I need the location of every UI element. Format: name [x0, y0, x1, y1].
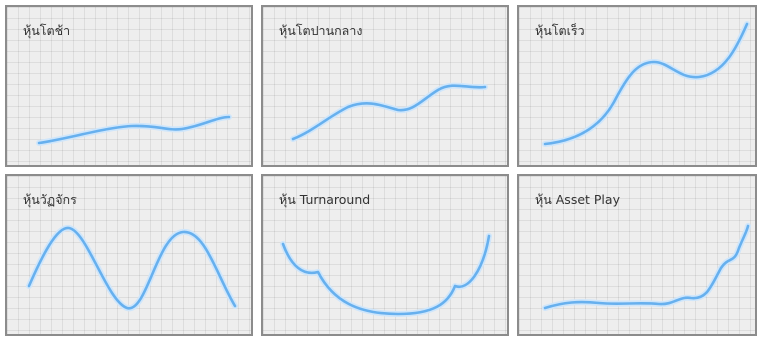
panel-title: หุ้น Turnaround	[279, 192, 371, 207]
panel-title: หุ้นโตปานกลาง	[279, 23, 363, 38]
panel-asset-play: หุ้น Asset Play	[517, 174, 757, 336]
panel-slow-growth: หุ้นโตช้า	[5, 5, 253, 167]
panel-title: หุ้นวัฏจักร	[23, 192, 77, 207]
moderate-growth-curve	[290, 82, 488, 142]
panel-turnaround: หุ้น Turnaround	[261, 174, 509, 336]
panel-fast-growth: หุ้นโตเร็ว	[517, 5, 757, 167]
panel-title: หุ้นโตเร็ว	[535, 23, 585, 38]
panel-cyclical: หุ้นวัฏจักร	[5, 174, 253, 336]
slow-growth-curve	[36, 114, 232, 146]
panel-moderate-growth: หุ้นโตปานกลาง	[261, 5, 509, 167]
fast-growth-curve	[542, 21, 750, 147]
panel-title: หุ้น Asset Play	[535, 192, 620, 207]
cyclical-curve	[26, 225, 238, 312]
turnaround-curve	[280, 233, 492, 317]
panel-title: หุ้นโตช้า	[23, 23, 71, 38]
asset-play-curve	[542, 223, 751, 311]
